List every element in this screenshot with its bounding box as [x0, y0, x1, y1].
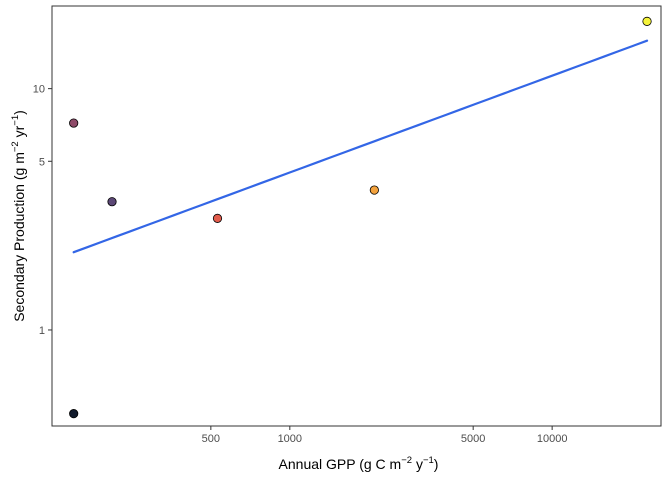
panel-border — [51, 5, 662, 427]
fit-line — [72, 39, 649, 254]
data-point-6 — [642, 16, 652, 26]
y-axis-title-exp2: −1 — [10, 115, 21, 126]
data-point-2 — [69, 409, 79, 419]
axes: 500 1000 5000 10000 1 5 10 — [33, 5, 662, 445]
data-point-3 — [107, 197, 117, 207]
x-axis-title-exp2: −1 — [423, 455, 434, 466]
data-point-5 — [369, 185, 379, 195]
x-axis-title-exp1: −2 — [401, 455, 412, 466]
y-axis-title-base: Secondary Production (g m — [11, 152, 27, 322]
x-axis-title-base: Annual GPP (g C m — [279, 456, 402, 472]
data-point-4 — [212, 213, 223, 223]
plot-area — [69, 16, 652, 419]
y-axis-title-exp1: −2 — [10, 141, 21, 152]
y-tick-label: 1 — [39, 325, 45, 337]
y-axis-title-end: ) — [11, 110, 27, 115]
x-axis-title-mid: y — [412, 456, 423, 472]
y-tick-label: 5 — [39, 156, 45, 168]
y-axis-title-mid: yr — [11, 125, 27, 141]
y-axis-title: Secondary Production (g m−2 yr−1) — [10, 110, 27, 322]
x-tick-label: 1000 — [278, 433, 302, 445]
data-point-1 — [69, 118, 79, 128]
x-tick-label: 5000 — [461, 433, 485, 445]
y-tick-label: 10 — [33, 84, 45, 96]
x-tick-label: 500 — [202, 433, 220, 445]
x-tick-label: 10000 — [537, 433, 568, 445]
x-axis-title: Annual GPP (g C m−2 y−1) — [279, 455, 439, 472]
x-axis-title-end: ) — [434, 456, 439, 472]
